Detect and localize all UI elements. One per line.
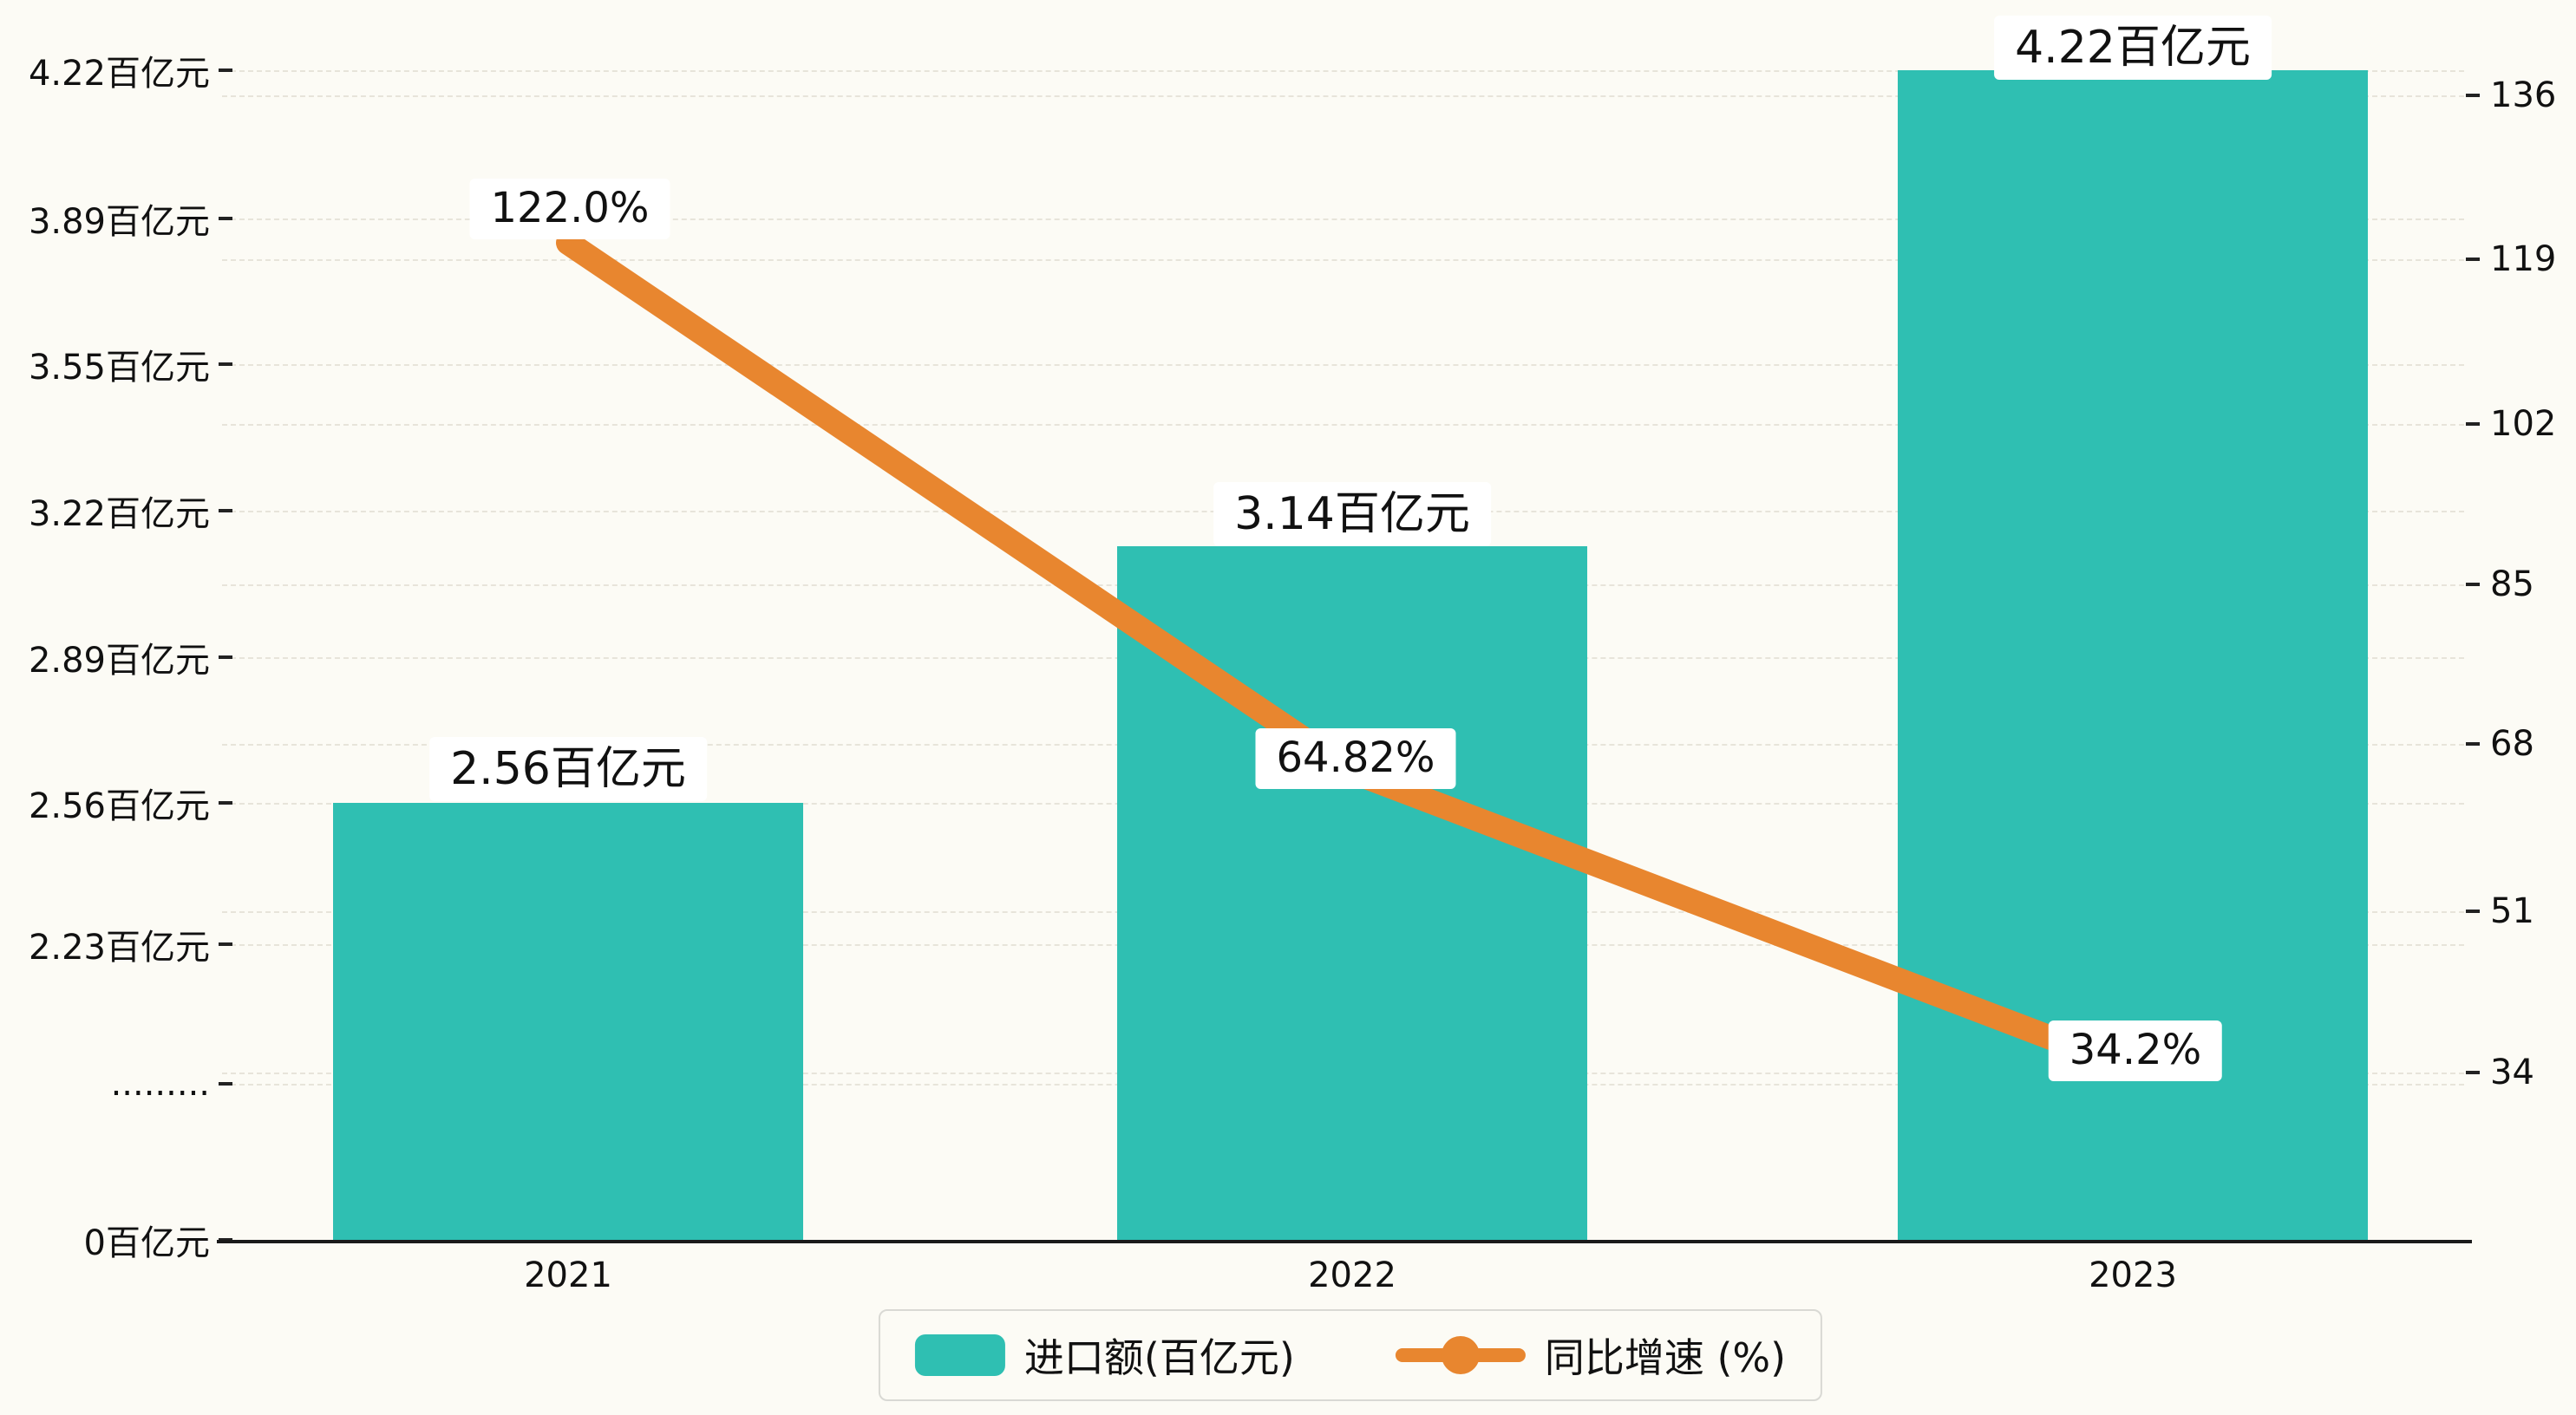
bar-value-label: 2.56百亿元 bbox=[429, 737, 707, 802]
gridline bbox=[222, 259, 2464, 261]
tick-mark bbox=[219, 655, 232, 659]
line-marker-dot bbox=[1441, 1336, 1480, 1374]
tick-mark bbox=[219, 217, 232, 220]
left-axis-tick-label: 4.22百亿元 bbox=[28, 54, 210, 94]
line-series-marker-icon bbox=[1395, 1334, 1526, 1376]
right-axis-tick: 68 bbox=[2466, 724, 2534, 764]
left-axis-tick: 2.89百亿元 bbox=[0, 632, 232, 682]
x-axis-label-2021: 2021 bbox=[524, 1255, 612, 1295]
left-axis-tick-label: 3.89百亿元 bbox=[28, 202, 210, 242]
gridline bbox=[222, 95, 2464, 97]
legend-item-line[interactable]: 同比增速 (%) bbox=[1395, 1327, 1787, 1384]
left-axis-tick: 2.56百亿元 bbox=[0, 778, 232, 828]
legend-item-bar[interactable]: 进口额(百亿元) bbox=[914, 1327, 1295, 1384]
tick-mark bbox=[219, 68, 232, 72]
right-axis-tick-label: 51 bbox=[2490, 891, 2534, 931]
x-axis-label-2023: 2023 bbox=[2089, 1255, 2177, 1295]
left-axis-tick-label: 2.89百亿元 bbox=[28, 641, 210, 681]
tick-mark bbox=[219, 942, 232, 946]
gridline bbox=[222, 218, 2464, 220]
bar-series-swatch-icon bbox=[914, 1334, 1005, 1376]
tick-mark bbox=[2466, 583, 2480, 586]
legend-bar-label: 进口额(百亿元) bbox=[1023, 1334, 1295, 1381]
tick-mark bbox=[2466, 1071, 2480, 1074]
right-axis-tick: 102 bbox=[2466, 404, 2556, 444]
bar-2021 bbox=[333, 803, 803, 1240]
tick-mark bbox=[219, 801, 232, 805]
axis-break-dots: ......... bbox=[110, 1064, 210, 1104]
left-axis-tick-label: 2.23百亿元 bbox=[28, 928, 210, 968]
right-axis-tick: 34 bbox=[2466, 1053, 2534, 1092]
tick-mark bbox=[2466, 94, 2480, 97]
left-axis-break: ......... bbox=[0, 1064, 232, 1104]
left-axis-tick: 3.22百亿元 bbox=[0, 486, 232, 536]
right-axis-tick-label: 119 bbox=[2490, 239, 2557, 279]
left-axis-tick: 4.22百亿元 bbox=[0, 45, 232, 95]
tick-mark bbox=[2466, 422, 2480, 426]
left-axis-tick: 2.23百亿元 bbox=[0, 919, 232, 969]
right-axis-tick-label: 136 bbox=[2490, 75, 2557, 115]
line-value-label: 64.82% bbox=[1255, 728, 1456, 789]
left-axis-tick-label: 3.22百亿元 bbox=[28, 494, 210, 534]
right-axis-tick-label: 85 bbox=[2490, 564, 2534, 604]
right-axis-tick: 119 bbox=[2466, 239, 2556, 279]
line-value-label: 34.2% bbox=[2048, 1020, 2223, 1081]
tick-mark bbox=[2466, 910, 2480, 913]
tick-mark bbox=[2466, 742, 2480, 746]
left-axis-tick-label: 3.55百亿元 bbox=[28, 348, 210, 388]
x-axis-line bbox=[217, 1240, 2472, 1243]
right-axis-tick: 85 bbox=[2466, 564, 2534, 604]
line-value-label: 122.0% bbox=[469, 179, 670, 239]
gridline bbox=[222, 70, 2464, 72]
bar-value-label: 4.22百亿元 bbox=[1994, 16, 2272, 81]
legend: 进口额(百亿元) 同比增速 (%) bbox=[878, 1309, 1823, 1401]
left-axis-tick-label: 0百亿元 bbox=[83, 1223, 210, 1263]
right-axis-tick: 136 bbox=[2466, 75, 2556, 115]
tick-mark bbox=[219, 509, 232, 512]
bar-value-label: 3.14百亿元 bbox=[1213, 482, 1491, 547]
left-axis-tick: 3.55百亿元 bbox=[0, 339, 232, 389]
legend-line-label: 同比增速 (%) bbox=[1544, 1334, 1787, 1381]
right-axis-tick: 51 bbox=[2466, 891, 2534, 931]
gridline bbox=[222, 424, 2464, 426]
gridline bbox=[222, 364, 2464, 366]
left-axis-tick-label: 2.56百亿元 bbox=[28, 786, 210, 826]
right-axis-tick-label: 102 bbox=[2490, 404, 2557, 444]
left-axis-tick: 3.89百亿元 bbox=[0, 193, 232, 244]
right-axis-tick-label: 68 bbox=[2490, 724, 2534, 764]
tick-mark bbox=[219, 1082, 232, 1086]
x-axis-label-2022: 2022 bbox=[1308, 1255, 1396, 1295]
right-axis-tick-label: 34 bbox=[2490, 1053, 2534, 1092]
tick-mark bbox=[2466, 258, 2480, 261]
tick-mark bbox=[219, 362, 232, 366]
